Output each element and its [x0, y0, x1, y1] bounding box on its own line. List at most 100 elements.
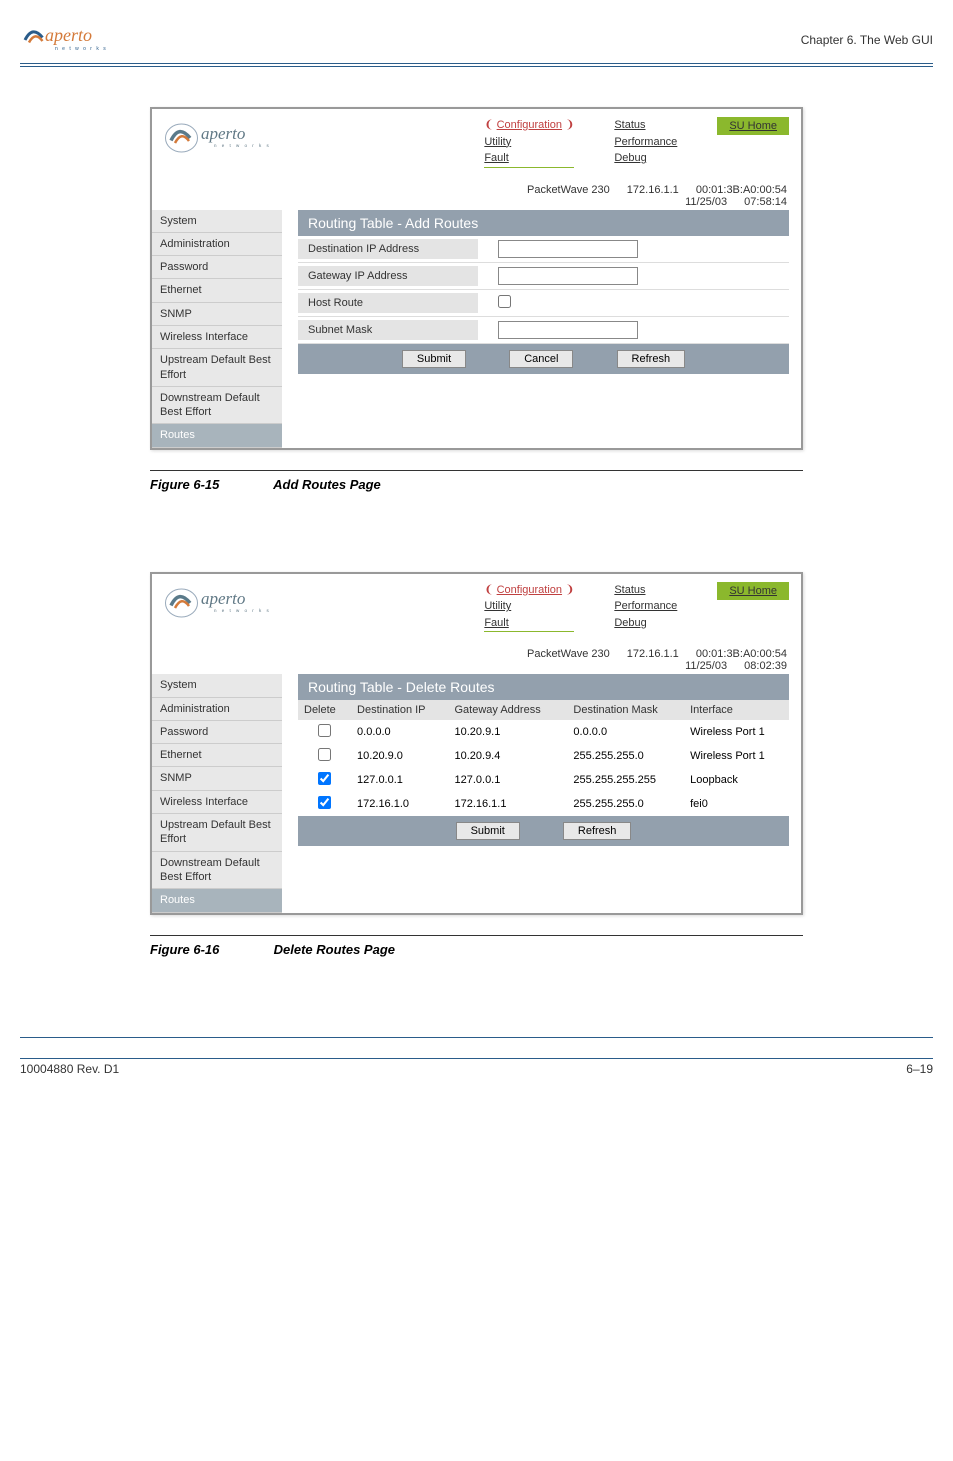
svg-text:n e t w o r k s: n e t w o r k s	[55, 46, 107, 52]
nav-col-2b: Status Performance Debug	[614, 582, 677, 633]
submit-button[interactable]: Submit	[402, 350, 466, 368]
row-delete-checkbox[interactable]	[318, 748, 331, 761]
nav-configuration[interactable]: Configuration	[497, 119, 562, 131]
cell-gateway: 10.20.9.1	[448, 720, 567, 744]
routes-table: Delete Destination IP Gateway Address De…	[298, 700, 789, 816]
cell-dest: 172.16.1.0	[351, 792, 448, 816]
content-panel-2: Routing Table - Delete Routes Delete Des…	[282, 674, 801, 912]
nav-debug-2[interactable]: Debug	[614, 615, 677, 632]
nav-group: ❨ Configuration ❩ Utility Fault Status P…	[484, 117, 789, 168]
brace-right-icon: ❩	[565, 119, 574, 131]
row-delete-checkbox[interactable]	[318, 772, 331, 785]
su-home-link-2[interactable]: SU Home	[717, 582, 789, 600]
app-logo-2: aperto n e t w o r k s	[164, 582, 314, 624]
nav-fault[interactable]: Fault	[484, 150, 574, 167]
figure-2-title: Delete Routes Page	[274, 942, 395, 957]
input-dest-ip[interactable]	[498, 240, 638, 258]
app-top-bar-2: aperto n e t w o r k s ❨ Configuration ❩…	[152, 574, 801, 641]
sidebar-item-administration-2[interactable]: Administration	[152, 698, 282, 721]
nav-performance[interactable]: Performance	[614, 134, 677, 151]
sidebar-item-ethernet-2[interactable]: Ethernet	[152, 744, 282, 767]
col-gateway: Gateway Address	[448, 700, 567, 720]
row-delete-checkbox[interactable]	[318, 724, 331, 737]
cell-interface: Wireless Port 1	[684, 720, 789, 744]
status-ip: 172.16.1.1	[627, 184, 679, 196]
cell-dest: 0.0.0.0	[351, 720, 448, 744]
nav-configuration-2[interactable]: Configuration	[497, 584, 562, 596]
page-header: aperto n e t w o r k s Chapter 6. The We…	[20, 20, 933, 64]
figure-2-num: Figure 6-16	[150, 942, 270, 957]
sidebar-item-routes[interactable]: Routes	[152, 424, 282, 447]
label-host-route: Host Route	[298, 293, 478, 313]
app-top-bar: aperto n e t w o r k s ❨ Configuration ❩…	[152, 109, 801, 176]
cell-gateway: 127.0.0.1	[448, 768, 567, 792]
header-logo: aperto n e t w o r k s	[20, 20, 130, 60]
cell-interface: Loopback	[684, 768, 789, 792]
status-date-2: 11/25/03	[685, 660, 727, 672]
brace-left-icon-2: ❨	[484, 584, 493, 596]
status-time: 07:58:14	[744, 196, 787, 208]
input-subnet-mask[interactable]	[498, 321, 638, 339]
sidebar-item-downstream[interactable]: Downstream Default Best Effort	[152, 387, 282, 425]
status-mac-2: 00:01:3B:A0:00:54	[696, 648, 787, 660]
status-mac: 00:01:3B:A0:00:54	[696, 184, 787, 196]
sidebar-item-wireless[interactable]: Wireless Interface	[152, 326, 282, 349]
nav-utility-2[interactable]: Utility	[484, 598, 574, 615]
nav-performance-2[interactable]: Performance	[614, 598, 677, 615]
status-date: 11/25/03	[685, 196, 727, 208]
sidebar-item-downstream-2[interactable]: Downstream Default Best Effort	[152, 852, 282, 890]
figure-1-title: Add Routes Page	[273, 477, 381, 492]
sidebar-item-upstream[interactable]: Upstream Default Best Effort	[152, 349, 282, 387]
su-home-link[interactable]: SU Home	[717, 117, 789, 135]
nav-status[interactable]: Status	[614, 117, 677, 134]
nav-debug[interactable]: Debug	[614, 150, 677, 167]
screenshot-delete-routes: aperto n e t w o r k s ❨ Configuration ❩…	[150, 572, 803, 915]
table-row: 127.0.0.1127.0.0.1255.255.255.255Loopbac…	[298, 768, 789, 792]
app-logo: aperto n e t w o r k s	[164, 117, 314, 159]
table-row: 10.20.9.010.20.9.4255.255.255.0Wireless …	[298, 744, 789, 768]
cell-interface: Wireless Port 1	[684, 744, 789, 768]
nav-col-2: Status Performance Debug	[614, 117, 677, 168]
sidebar-item-password[interactable]: Password	[152, 256, 282, 279]
nav-fault-2[interactable]: Fault	[484, 615, 574, 632]
sidebar-item-system-2[interactable]: System	[152, 674, 282, 697]
button-bar-2: Submit Refresh	[298, 816, 789, 846]
sidebar-item-snmp[interactable]: SNMP	[152, 303, 282, 326]
submit-button-2[interactable]: Submit	[456, 822, 520, 840]
row-gateway-ip: Gateway IP Address	[298, 263, 789, 290]
page-footer: 10004880 Rev. D1 6–19	[20, 1058, 933, 1076]
cancel-button[interactable]: Cancel	[509, 350, 573, 368]
sidebar-item-snmp-2[interactable]: SNMP	[152, 767, 282, 790]
sidebar-item-system[interactable]: System	[152, 210, 282, 233]
checkbox-host-route[interactable]	[498, 295, 511, 308]
main-area: System Administration Password Ethernet …	[152, 210, 801, 448]
input-gateway-ip[interactable]	[498, 267, 638, 285]
col-mask: Destination Mask	[567, 700, 684, 720]
refresh-button-2[interactable]: Refresh	[563, 822, 632, 840]
cell-interface: fei0	[684, 792, 789, 816]
panel-title: Routing Table - Add Routes	[298, 210, 789, 236]
cell-dest: 127.0.0.1	[351, 768, 448, 792]
sidebar-item-routes-2[interactable]: Routes	[152, 889, 282, 912]
status-bar-2: PacketWave 230 172.16.1.1 00:01:3B:A0:00…	[152, 640, 801, 674]
sidebar-item-upstream-2[interactable]: Upstream Default Best Effort	[152, 814, 282, 852]
nav-col-1b: ❨ Configuration ❩ Utility Fault	[484, 582, 574, 633]
figure-1: aperto n e t w o r k s ❨ Configuration ❩…	[150, 107, 803, 450]
cell-gateway: 172.16.1.1	[448, 792, 567, 816]
col-interface: Interface	[684, 700, 789, 720]
sidebar-item-password-2[interactable]: Password	[152, 721, 282, 744]
sidebar-item-wireless-2[interactable]: Wireless Interface	[152, 791, 282, 814]
main-area-2: System Administration Password Ethernet …	[152, 674, 801, 912]
sidebar-item-administration[interactable]: Administration	[152, 233, 282, 256]
nav-utility[interactable]: Utility	[484, 134, 574, 151]
cell-mask: 255.255.255.0	[567, 792, 684, 816]
row-delete-checkbox[interactable]	[318, 796, 331, 809]
sidebar-2: System Administration Password Ethernet …	[152, 674, 282, 912]
row-subnet-mask: Subnet Mask	[298, 317, 789, 344]
refresh-button[interactable]: Refresh	[617, 350, 686, 368]
nav-status-2[interactable]: Status	[614, 582, 677, 599]
sidebar-item-ethernet[interactable]: Ethernet	[152, 279, 282, 302]
cell-mask: 0.0.0.0	[567, 720, 684, 744]
cell-dest: 10.20.9.0	[351, 744, 448, 768]
row-host-route: Host Route	[298, 290, 789, 317]
